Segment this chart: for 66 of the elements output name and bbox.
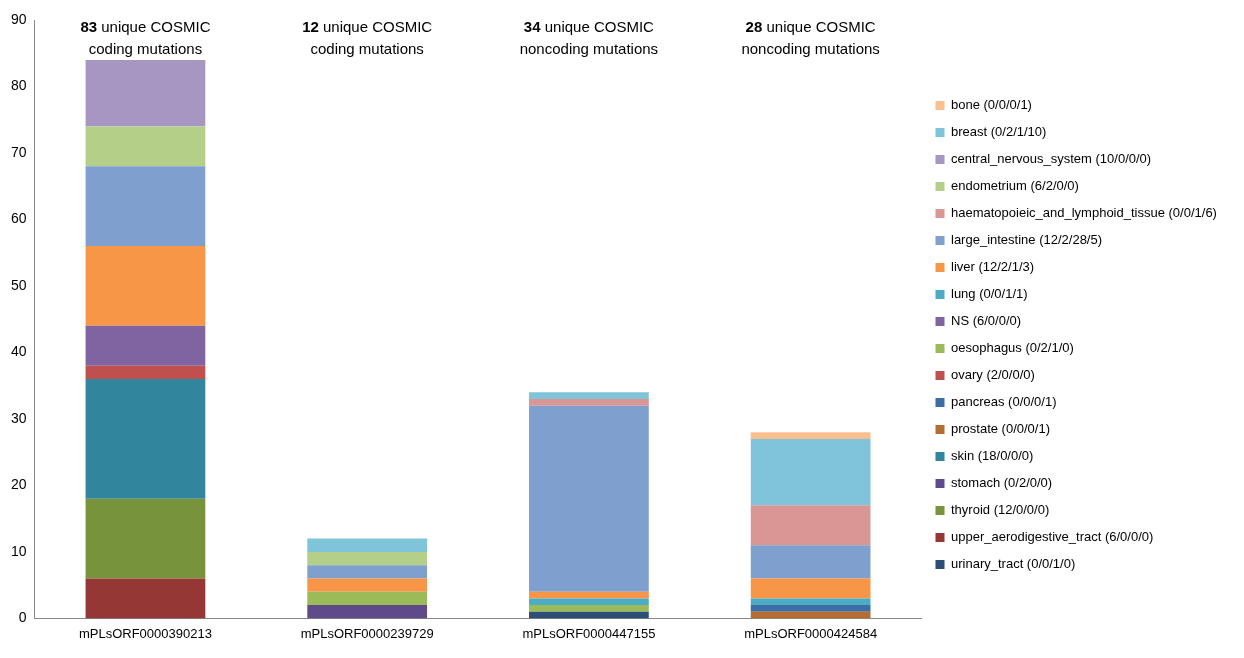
y-tick-label: 20 bbox=[10, 476, 27, 493]
bar bbox=[750, 578, 871, 599]
bar bbox=[307, 591, 428, 606]
legend-label: bone (0/0/0/1) bbox=[951, 97, 1032, 113]
bar bbox=[85, 578, 206, 619]
bar bbox=[85, 166, 206, 247]
x-tick-label: mPLsORF0000424584 bbox=[744, 625, 878, 641]
bar bbox=[307, 578, 428, 592]
bar bbox=[529, 398, 649, 406]
annotation: 83 unique COSMIC coding mutations bbox=[80, 18, 211, 58]
x-tick-label: mPLsORF0000447155 bbox=[522, 625, 656, 641]
legend-label: large_intestine (12/2/28/5) bbox=[951, 232, 1103, 248]
x-tick-label: mPLsORF0000239729 bbox=[300, 625, 434, 641]
bar bbox=[85, 365, 206, 380]
y-tick-label: 70 bbox=[10, 143, 27, 160]
y-tick-label: 0 bbox=[18, 609, 27, 626]
bar bbox=[307, 551, 428, 566]
legend-label: prostate (0/0/0/1) bbox=[951, 421, 1050, 437]
annotation: 12 unique COSMIC coding mutations bbox=[302, 18, 433, 58]
bar bbox=[750, 611, 871, 619]
y-tick-label: 40 bbox=[10, 343, 27, 360]
legend-label: ovary (2/0/0/0) bbox=[951, 367, 1035, 383]
y-tick-label: 80 bbox=[10, 77, 27, 94]
bar bbox=[750, 438, 871, 506]
bar bbox=[529, 611, 649, 619]
bar bbox=[307, 565, 428, 579]
bar bbox=[750, 432, 871, 439]
bar bbox=[85, 59, 206, 127]
bar bbox=[750, 545, 871, 579]
annotation: 28 unique COSMIC noncoding mutations bbox=[741, 18, 880, 58]
legend-label: thyroid (12/0/0/0) bbox=[951, 502, 1050, 518]
bar bbox=[85, 379, 206, 499]
annotation: 34 unique COSMIC noncoding mutations bbox=[519, 18, 659, 58]
y-tick-label: 60 bbox=[10, 210, 27, 227]
bar bbox=[307, 538, 428, 552]
legend-label: pancreas (0/0/0/1) bbox=[951, 394, 1057, 410]
legend-label: endometrium (6/2/0/0) bbox=[951, 178, 1079, 194]
legend-label: central_nervous_system (10/0/0/0) bbox=[951, 151, 1152, 167]
legend-label: breast (0/2/1/10) bbox=[951, 124, 1047, 140]
bar bbox=[529, 392, 649, 399]
x-tick-label: mPLsORF0000390213 bbox=[78, 625, 212, 641]
legend-label: urinary_tract (0/0/1/0) bbox=[951, 556, 1076, 572]
bar bbox=[750, 605, 871, 612]
legend-label: liver (12/2/1/3) bbox=[951, 259, 1035, 275]
y-tick-label: 90 bbox=[10, 10, 27, 27]
legend-label: lung (0/0/1/1) bbox=[951, 286, 1028, 302]
legend-label: skin (18/0/0/0) bbox=[951, 448, 1034, 464]
y-tick-label: 50 bbox=[10, 276, 27, 293]
y-tick-label: 10 bbox=[10, 542, 27, 559]
bar bbox=[307, 605, 428, 619]
bar bbox=[529, 591, 649, 599]
bar bbox=[85, 246, 206, 326]
bar bbox=[750, 598, 871, 606]
bar bbox=[529, 405, 649, 592]
bar bbox=[85, 325, 206, 366]
legend-label: stomach (0/2/0/0) bbox=[951, 475, 1053, 491]
bar bbox=[529, 605, 649, 612]
legend-label: NS (6/0/0/0) bbox=[951, 313, 1022, 329]
bar bbox=[750, 505, 871, 546]
bar bbox=[85, 126, 206, 167]
legend-label: upper_aerodigestive_tract (6/0/0/0) bbox=[951, 529, 1154, 545]
bar bbox=[85, 498, 206, 579]
legend-label: haematopoieic_and_lymphoid_tissue (0/0/1/6) bbox=[951, 205, 1217, 221]
y-tick-label: 30 bbox=[10, 409, 27, 426]
legend-label: oesophagus (0/2/1/0) bbox=[951, 340, 1074, 356]
bar bbox=[529, 598, 649, 606]
